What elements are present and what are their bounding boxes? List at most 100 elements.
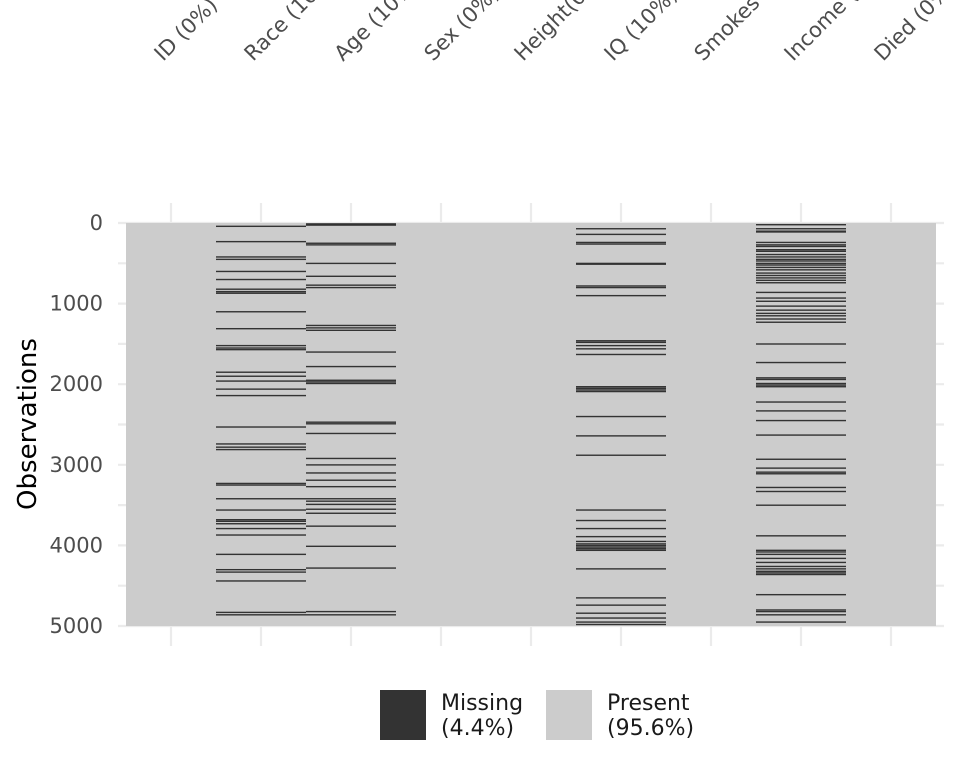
missing-mark	[306, 329, 396, 331]
missing-mark	[216, 534, 306, 536]
missing-mark	[576, 341, 666, 344]
missing-mark	[756, 471, 846, 473]
missing-mark	[216, 270, 306, 273]
missing-mark	[576, 527, 666, 530]
missing-mark	[306, 382, 396, 385]
missing-mark	[756, 245, 846, 248]
missing-mark	[756, 244, 846, 246]
missing-mark	[306, 381, 396, 383]
legend-swatch	[380, 690, 426, 740]
missing-mark	[756, 557, 846, 560]
missing-mark	[756, 318, 846, 320]
x-tick-label: IQ (10%)	[600, 0, 682, 66]
missing-mark	[756, 297, 846, 299]
missing-mark	[576, 617, 666, 619]
missing-mark	[756, 279, 846, 282]
missing-mark	[306, 457, 396, 460]
missing-mark	[756, 230, 846, 232]
x-tick-label: Age (10%)	[330, 0, 425, 66]
missing-mark	[306, 365, 396, 368]
missing-mark	[576, 241, 666, 244]
x-tick-label: Sex (0%)	[420, 0, 504, 66]
missing-mark	[216, 240, 306, 243]
missing-mark	[216, 344, 306, 347]
missing-mark	[576, 415, 666, 418]
missing-mark	[216, 348, 306, 351]
missing-mark	[306, 508, 396, 510]
legend-label: Present	[607, 691, 690, 716]
missing-mark	[756, 269, 846, 271]
missing-mark	[756, 250, 846, 253]
y-tick-label: 1000	[50, 292, 103, 316]
missing-mark	[216, 509, 306, 511]
missing-mark	[756, 621, 846, 623]
x-tick-label: Died (0%)	[870, 0, 960, 66]
missing-mark	[576, 285, 666, 287]
missing-mark	[576, 294, 666, 297]
missing-mark	[756, 553, 846, 556]
missing-mark	[306, 432, 396, 435]
legend-swatch	[546, 690, 592, 740]
missing-mark	[216, 520, 306, 523]
missing-mark	[306, 286, 396, 289]
missing-mark	[756, 312, 846, 315]
missing-mark	[306, 498, 396, 500]
missing-mark	[576, 623, 666, 626]
missing-mark	[756, 401, 846, 403]
missing-mark	[576, 243, 666, 245]
cells-layer	[126, 223, 936, 626]
missing-mark	[576, 604, 666, 606]
missing-mark	[576, 543, 666, 545]
missing-mark	[216, 292, 306, 294]
missing-mark	[216, 446, 306, 448]
missing-mark	[576, 597, 666, 599]
missing-mark	[756, 561, 846, 564]
missing-mark	[756, 386, 846, 388]
missing-mark	[576, 568, 666, 570]
missing-mark	[306, 503, 396, 506]
missing-mark	[576, 228, 666, 230]
missing-mark	[576, 549, 666, 552]
missing-mark	[306, 567, 396, 569]
missing-mark	[576, 387, 666, 390]
missing-mark	[756, 504, 846, 506]
legend-percent: (95.6%)	[607, 716, 694, 741]
missing-mark	[756, 573, 846, 576]
missing-mark	[306, 500, 396, 502]
missing-mark	[576, 340, 666, 342]
y-tick-label: 4000	[50, 533, 103, 557]
missing-mark	[216, 256, 306, 258]
missing-mark	[216, 288, 306, 290]
missing-mark	[576, 233, 666, 236]
missing-mark	[216, 527, 306, 530]
missing-mark	[756, 570, 846, 572]
missing-mark	[306, 351, 396, 353]
missing-mark	[306, 464, 396, 466]
missing-mark	[756, 377, 846, 379]
missing-mark	[756, 253, 846, 256]
missing-mark	[756, 467, 846, 469]
missing-mark	[756, 262, 846, 265]
missing-mark	[576, 262, 666, 265]
missing-mark	[216, 258, 306, 261]
x-tick-label: Height(0%)	[510, 0, 611, 66]
missing-mark	[306, 244, 396, 246]
missing-mark	[576, 546, 666, 548]
missing-mark	[756, 490, 846, 493]
missing-mark	[306, 423, 396, 425]
missing-mark	[576, 263, 666, 265]
missing-mark	[576, 621, 666, 623]
missing-mark	[216, 278, 306, 281]
missing-mark	[756, 410, 846, 412]
missing-mark	[756, 361, 846, 364]
missing-mark	[756, 272, 846, 274]
missing-mark	[756, 282, 846, 284]
missing-mark	[216, 568, 306, 571]
missing-mark	[306, 242, 396, 244]
missing-mark	[216, 523, 306, 525]
missing-mark	[576, 548, 666, 550]
missing-mark	[576, 344, 666, 347]
missing-mark	[756, 231, 846, 233]
missing-mark	[756, 248, 846, 251]
